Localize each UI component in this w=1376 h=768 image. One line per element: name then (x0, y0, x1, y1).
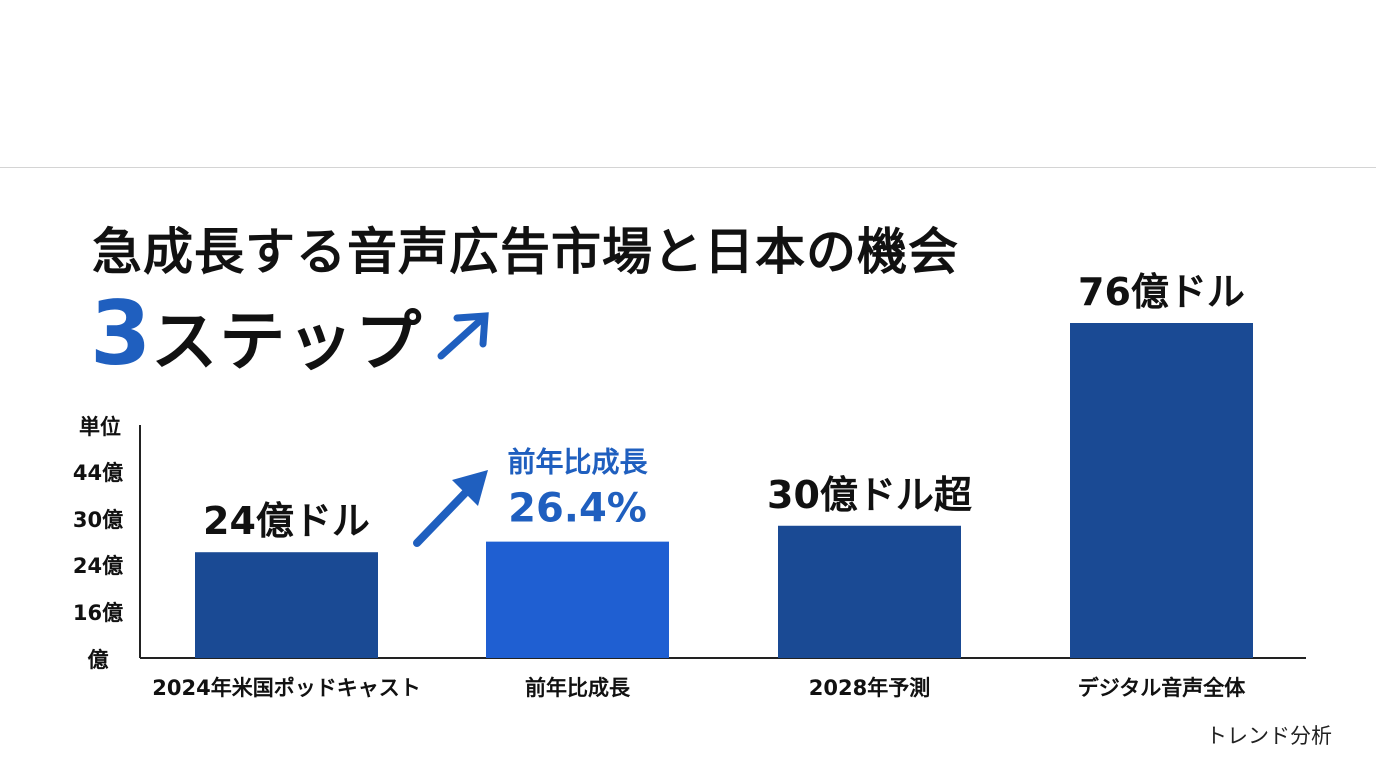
growth-arrow-icon (413, 470, 488, 547)
bar-3 (778, 525, 961, 658)
y-tick-label: 44億 (73, 461, 123, 485)
bar-value-label: 76億ドル (1078, 270, 1245, 314)
footer-note: トレンド分析 (1206, 724, 1332, 748)
slide-title: 急成長する音声広告市場と日本の機会 (92, 223, 959, 281)
bar-value-label: 30億ドル超 (767, 473, 973, 517)
bar-value-label: 24億ドル (203, 499, 370, 543)
x-category-label: デジタル音声全体 (1078, 676, 1247, 700)
y-tick-label: 30億 (73, 508, 123, 532)
y-axis-title: 単位 (79, 415, 121, 439)
bar-1 (195, 552, 378, 658)
y-tick-label: 24億 (73, 554, 123, 578)
subtitle-text: ステップ (151, 303, 424, 380)
x-category-label: 2028年予測 (809, 676, 930, 700)
y-tick-label: 億 (88, 648, 109, 672)
bar-2 (486, 541, 669, 658)
header-divider (0, 167, 1376, 168)
trend-arrow-icon (435, 310, 493, 365)
x-category-label: 前年比成長 (525, 676, 631, 700)
x-category-label: 2024年米国ポッドキャスト (152, 676, 420, 700)
y-tick-label: 16億 (73, 601, 123, 625)
top-blank-band (0, 0, 1376, 168)
slide-subtitle: 3ステップ (90, 290, 493, 378)
subtitle-number: 3 (90, 282, 152, 385)
bar-value-label: 26.4% (508, 486, 647, 532)
bar-4 (1070, 323, 1253, 658)
growth-caption: 前年比成長 (507, 446, 648, 479)
